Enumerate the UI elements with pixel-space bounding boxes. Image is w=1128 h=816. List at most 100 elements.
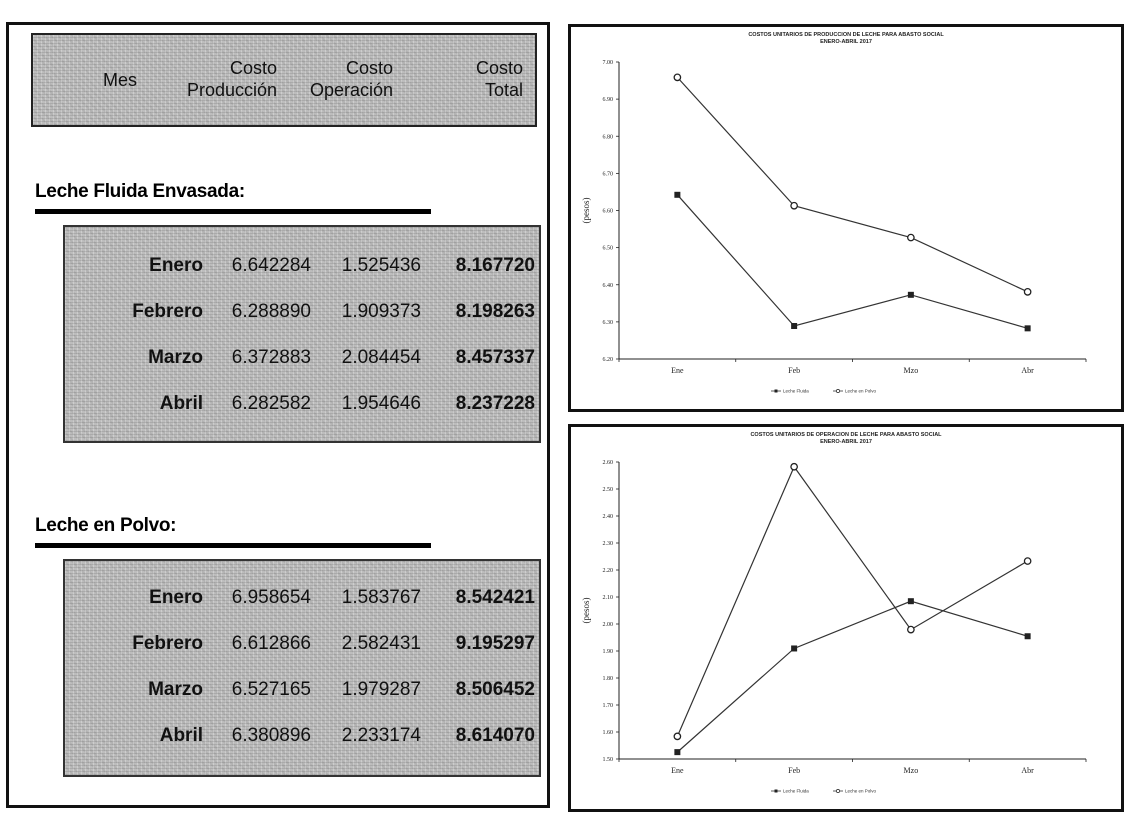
operacion-cell: 1.909373 [341,301,421,322]
data-point [790,201,798,210]
y-axis-label: (pesos) [581,198,591,224]
month-cell: Abril [159,725,203,746]
chart-title: COSTOS UNITARIOS DE PRODUCCION DE LECHE … [748,32,944,38]
legend-label: Leche Fluida [783,789,809,794]
y-tick-label: 7.00 [603,60,614,66]
y-tick-label: 6.80 [603,134,614,140]
table-row: Abril 6.380896 2.233174 8.614070 [65,721,539,751]
header-costo-produccion: Costo Producción [186,58,277,100]
month-cell: Marzo [148,679,203,700]
produccion-cell: 6.642284 [231,255,311,276]
y-tick-label: 2.30 [603,541,614,547]
legend-marker [836,789,840,793]
y-tick-label: 2.50 [603,487,614,493]
total-cell: 8.198263 [455,301,535,322]
y-tick-label: 2.60 [603,460,614,466]
data-point [907,598,914,605]
chart-operacion-frame: COSTOS UNITARIOS DE OPERACION DE LECHE P… [568,424,1124,812]
x-tick-label: Ene [671,366,684,375]
data-point [1024,633,1031,640]
data-point [907,233,915,242]
y-tick-label: 2.20 [603,568,614,574]
legend-label: Leche en Polvo [845,789,877,794]
month-cell: Enero [149,255,203,276]
month-cell: Abril [159,393,203,414]
data-box-leche-polvo: Enero 6.958654 1.583767 8.542421 Febrero… [63,559,541,777]
y-tick-label: 1.80 [603,676,614,682]
operacion-cell: 1.954646 [341,393,421,414]
x-tick-label: Feb [788,766,800,775]
chart-produccion-frame: COSTOS UNITARIOS DE PRODUCCION DE LECHE … [568,24,1124,412]
x-tick-label: Abr [1021,366,1034,375]
data-point [791,645,798,652]
data-point [1024,325,1031,332]
month-cell: Marzo [148,347,203,368]
total-cell: 8.542421 [455,587,535,608]
legend-label: Leche en Polvo [845,389,877,394]
y-tick-label: 2.40 [603,514,614,520]
table-row: Febrero 6.288890 1.909373 8.198263 [65,297,539,327]
data-point [907,291,914,298]
table-row: Enero 6.642284 1.525436 8.167720 [65,251,539,281]
operacion-cell: 1.979287 [341,679,421,700]
section-rule [35,543,431,548]
header-costo-operacion: Costo Operación [309,58,393,100]
operacion-cell: 2.582431 [341,633,421,654]
table-row: Febrero 6.612866 2.582431 9.195297 [65,629,539,659]
series-line [676,194,1028,329]
data-point [1023,557,1032,565]
month-cell: Enero [149,587,203,608]
legend-marker [774,789,778,793]
x-tick-label: Abr [1021,766,1034,775]
series-line [676,76,1028,293]
x-tick-label: Mzo [904,766,919,775]
operacion-cell: 1.525436 [341,255,421,276]
x-tick-label: Feb [788,366,800,375]
series-line [676,600,1028,753]
header-mes: Mes [103,70,138,90]
produccion-cell: 6.372883 [231,347,311,368]
data-point [791,322,798,329]
produccion-cell: 6.282582 [231,393,311,414]
operacion-cell: 1.583767 [341,587,421,608]
table-header: Mes Costo Producción Costo Operación Cos… [31,33,537,127]
produccion-cell: 6.612866 [231,633,311,654]
section-rule [35,209,431,214]
chart-operacion: COSTOS UNITARIOS DE OPERACION DE LECHE P… [581,432,1087,794]
data-point [674,749,681,756]
data-point [674,191,681,198]
chart-subtitle: ENERO-ABRIL 2017 [820,439,872,445]
total-cell: 8.506452 [455,679,535,700]
total-cell: 8.167720 [455,255,535,276]
cost-table-panel: Mes Costo Producción Costo Operación Cos… [6,22,550,808]
produccion-cell: 6.958654 [231,587,311,608]
y-tick-label: 6.70 [603,171,614,177]
y-tick-label: 1.90 [603,649,614,655]
chart-subtitle: ENERO-ABRIL 2017 [820,39,872,45]
legend-marker [836,389,840,393]
operacion-cell: 2.233174 [341,725,421,746]
total-cell: 8.237228 [455,393,535,414]
data-point [1023,287,1032,296]
produccion-cell: 6.527165 [231,679,311,700]
chart-produccion: COSTOS UNITARIOS DE PRODUCCION DE LECHE … [581,32,1087,394]
legend-label: Leche Fluida [783,389,809,394]
section-title-leche-polvo: Leche en Polvo: [35,515,177,536]
x-tick-label: Mzo [904,366,919,375]
legend-marker [774,389,778,393]
produccion-cell: 6.380896 [231,725,311,746]
header-costo-total: Costo Total [475,58,523,100]
chart-title: COSTOS UNITARIOS DE OPERACION DE LECHE P… [750,432,942,438]
operacion-cell: 2.084454 [341,347,421,368]
total-cell: 8.614070 [455,725,535,746]
y-tick-label: 6.20 [603,357,614,363]
table-row: Marzo 6.372883 2.084454 8.457337 [65,343,539,373]
section-title-leche-fluida: Leche Fluida Envasada: [35,181,245,202]
y-tick-label: 6.90 [603,97,614,103]
table-row: Abril 6.282582 1.954646 8.237228 [65,389,539,419]
month-cell: Febrero [132,301,203,322]
y-tick-label: 6.30 [603,320,614,326]
table-row: Marzo 6.527165 1.979287 8.506452 [65,675,539,705]
y-tick-label: 2.00 [603,622,614,628]
data-point [790,462,798,471]
